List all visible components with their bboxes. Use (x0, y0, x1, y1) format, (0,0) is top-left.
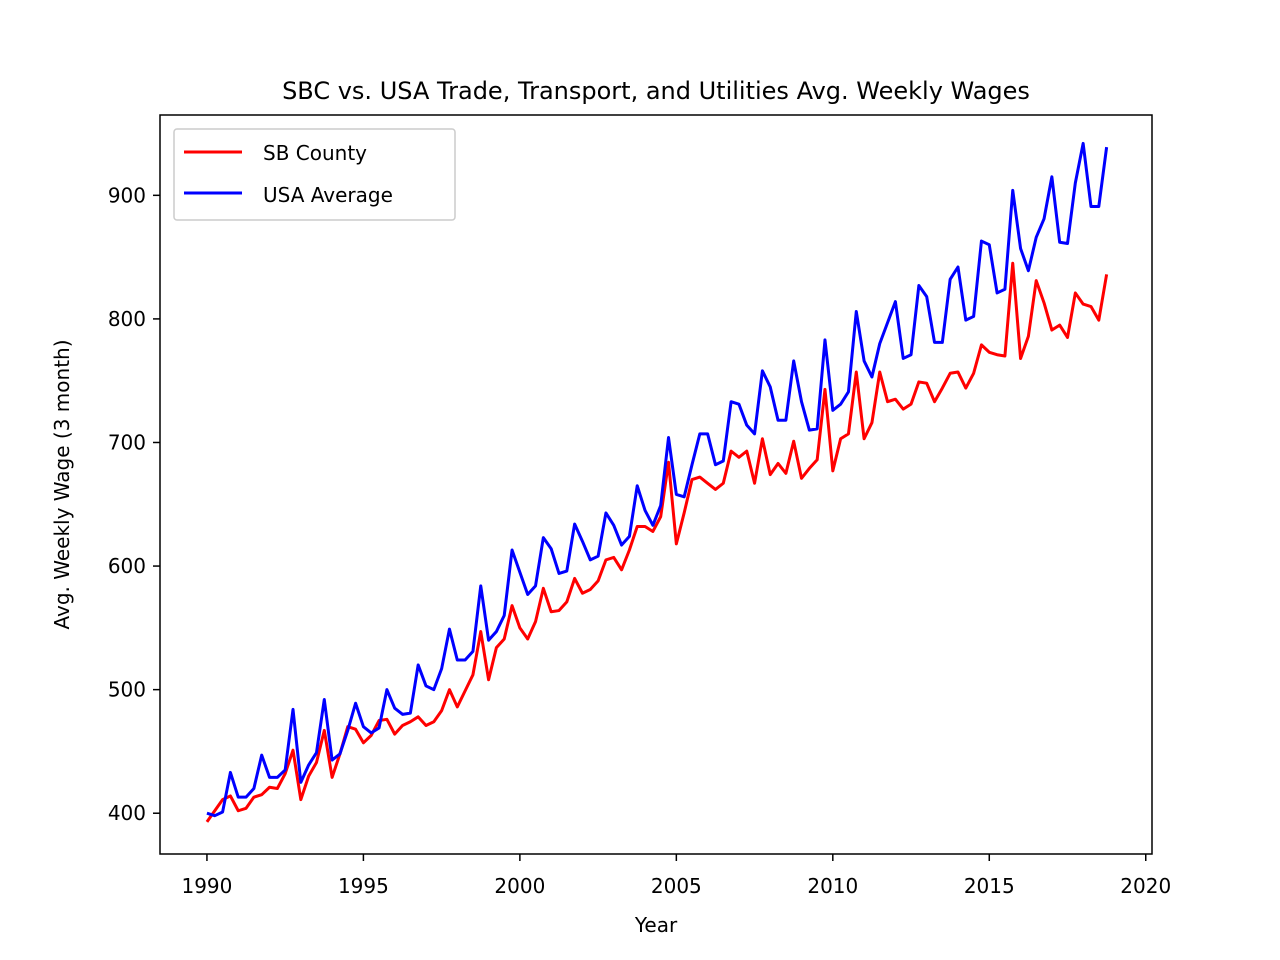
series-line-sb-county (205, 261, 1109, 823)
y-axis: 400 500 600 700 800 900 (108, 183, 160, 825)
y-tick-label: 600 (108, 554, 146, 578)
chart-title: SBC vs. USA Trade, Transport, and Utilit… (282, 77, 1030, 105)
legend-label-sb-county: SB County (263, 141, 367, 165)
x-axis-label: Year (634, 913, 678, 937)
y-tick-label: 700 (108, 430, 146, 454)
x-tick-label: 2015 (964, 874, 1015, 898)
y-axis-label: Avg. Weekly Wage (3 month) (50, 339, 74, 629)
y-tick-label: 800 (108, 307, 146, 331)
x-tick-label: 1995 (338, 874, 389, 898)
y-tick-label: 500 (108, 678, 146, 702)
series-line-usa-average (206, 141, 1109, 818)
x-tick-label: 2000 (494, 874, 545, 898)
series-layer (205, 141, 1109, 823)
x-tick-label: 2010 (807, 874, 858, 898)
x-tick-label: 1990 (181, 874, 232, 898)
legend-box (173, 128, 456, 221)
legend: SB County USA Average (173, 128, 456, 221)
y-tick-label: 400 (108, 801, 146, 825)
y-tick-label: 900 (108, 183, 146, 207)
x-tick-label: 2020 (1120, 874, 1171, 898)
x-axis: 1990 1995 2000 2005 2010 2015 2020 (181, 854, 1171, 898)
x-tick-label: 2005 (651, 874, 702, 898)
legend-label-usa-average: USA Average (263, 183, 393, 207)
plot-frame (159, 114, 1153, 855)
